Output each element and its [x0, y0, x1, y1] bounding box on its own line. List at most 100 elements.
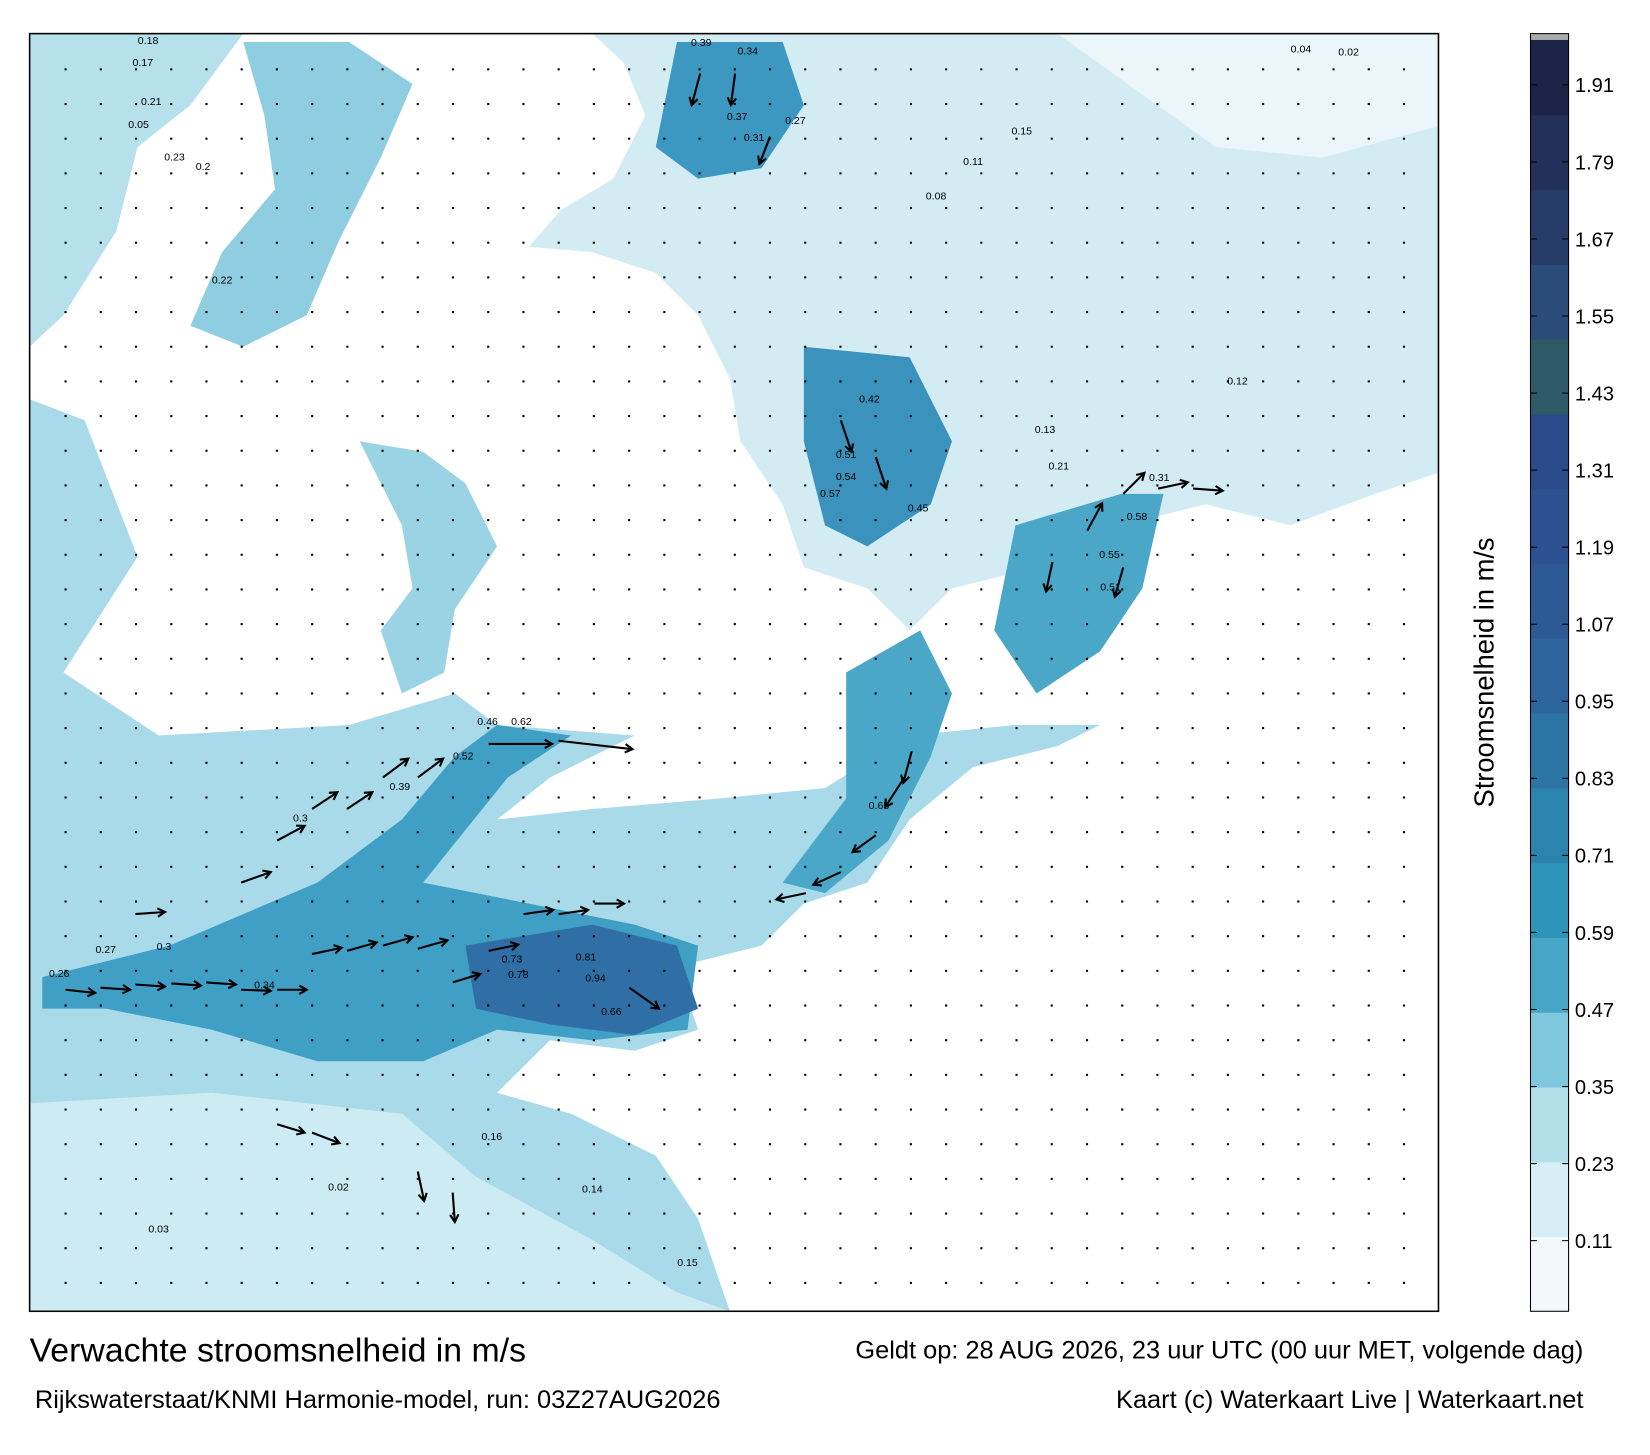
vector-dot [804, 380, 807, 383]
vector-dot [346, 415, 349, 418]
vector-dot [381, 484, 384, 487]
vector-dot [451, 311, 455, 314]
vector-dot [1332, 241, 1335, 244]
vector-dot [1332, 1247, 1335, 1250]
vector-dot [592, 727, 595, 730]
vector-dot [381, 1177, 384, 1180]
vector-dot [1402, 692, 1406, 695]
colorbar-band [1530, 563, 1569, 639]
vector-dot [663, 969, 666, 972]
vector-dot [346, 311, 349, 314]
vector-dot [1226, 969, 1229, 972]
vector-dot [945, 1177, 948, 1180]
vector-dot [451, 1004, 455, 1007]
vector-dot [1191, 276, 1194, 279]
vector-dot [1297, 276, 1300, 279]
vector-dot [522, 588, 525, 591]
vector-dot [663, 796, 666, 799]
vector-dot [1015, 484, 1018, 487]
vector-dot [698, 276, 701, 279]
vector-dot [909, 692, 912, 695]
vector-dot [1050, 1143, 1053, 1146]
vector-dot [1297, 415, 1300, 418]
vector-dot [1226, 1039, 1229, 1042]
vector-dot [134, 1108, 138, 1111]
vector-dot [1402, 865, 1406, 868]
vector-dot [416, 657, 419, 660]
vector-dot [628, 831, 631, 834]
vector-dot [733, 172, 736, 175]
vector-dot [205, 796, 208, 799]
colorbar-band [1530, 339, 1569, 415]
vector-dot [275, 1143, 278, 1146]
vector-dot [346, 588, 349, 591]
vector-dot [839, 137, 842, 140]
vector-dot [628, 102, 631, 106]
vector-dot [487, 1212, 490, 1215]
vector-dot [980, 276, 983, 279]
vector-dot [99, 553, 102, 556]
vector-dot [1050, 519, 1053, 522]
vector-dot [1085, 276, 1089, 279]
vector-dot [1402, 1108, 1406, 1111]
vector-dot [557, 276, 560, 279]
vector-dot [1297, 172, 1300, 175]
vector-dot [205, 935, 208, 938]
current-arrow [241, 985, 273, 996]
vector-dot [909, 102, 912, 106]
speed-label: 0.05 [128, 119, 149, 131]
vector-dot [1191, 969, 1194, 972]
vector-dot [1050, 1039, 1053, 1042]
vector-dot [1367, 102, 1370, 106]
vector-dot [980, 241, 983, 244]
vector-dot [1226, 865, 1229, 868]
vector-dot [487, 935, 490, 938]
vector-dot [1156, 276, 1159, 279]
vector-dot [557, 311, 560, 314]
vector-dot [205, 137, 208, 140]
vector-dot [311, 761, 314, 764]
vector-dot [557, 241, 560, 244]
vector-dot [909, 137, 912, 140]
vector-dot [1191, 727, 1194, 730]
vector-dot [839, 1177, 842, 1180]
vector-dot [557, 1108, 560, 1111]
vector-dot [1156, 588, 1159, 591]
vector-dot [451, 796, 455, 799]
vector-dot [170, 1004, 173, 1007]
vector-dot [909, 727, 912, 730]
current-arrow [416, 1171, 428, 1204]
vector-dot [240, 137, 243, 140]
vector-dot [64, 311, 67, 314]
vector-dot [205, 1212, 208, 1215]
vector-dot [945, 1247, 948, 1250]
vector-dot [170, 588, 173, 591]
vector-dot [451, 623, 455, 626]
vector-dot [170, 796, 173, 799]
vector-dot [1332, 311, 1335, 314]
vector-dot [1050, 449, 1053, 452]
vector-dot [628, 553, 631, 556]
vector-dot [1367, 311, 1370, 314]
vector-dot [592, 311, 595, 314]
vector-dot [945, 1073, 948, 1076]
vector-dot [1297, 484, 1300, 487]
vector-dot [874, 1247, 877, 1250]
vector-dot [311, 380, 314, 383]
vector-dot [1015, 1108, 1018, 1111]
vector-dot [1297, 1177, 1300, 1180]
vector-dot [768, 865, 772, 868]
vector-dot [1050, 345, 1053, 348]
vector-dot [311, 865, 314, 868]
vector-dot [874, 692, 877, 695]
vector-dot [1226, 311, 1229, 314]
vector-dot [1226, 657, 1229, 660]
vector-dot [663, 831, 666, 834]
vector-dot [592, 172, 595, 175]
vector-dot [1015, 727, 1018, 730]
current-arrow [135, 907, 168, 918]
vector-dot [909, 1143, 912, 1146]
vector-dot [487, 1281, 490, 1284]
vector-dot [1121, 1212, 1124, 1215]
colorbar-label: Stroomsnelheid in m/s [1468, 537, 1499, 807]
